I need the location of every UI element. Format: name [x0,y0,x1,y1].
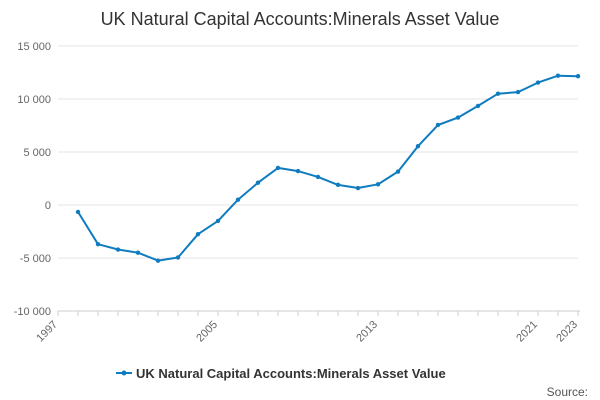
y-tick-label: 15 000 [17,41,51,53]
x-tick-label: 1997 [34,319,60,345]
y-axis: 15 000 10 000 5 000 0 -5 000 -10 000 [14,41,51,318]
data-point[interactable] [175,255,181,260]
data-point[interactable] [535,80,541,85]
data-point[interactable] [135,250,141,255]
legend-marker-icon [121,370,127,376]
data-point[interactable] [75,209,81,215]
data-point[interactable] [375,182,381,187]
data-point[interactable] [435,122,441,128]
x-tick-label: 2013 [354,319,380,345]
legend-label[interactable]: UK Natural Capital Accounts:Minerals Ass… [136,366,446,381]
y-tick-label: 5 000 [23,147,51,159]
y-tick-label: 0 [45,200,51,212]
x-tick-label: 2023 [554,319,580,345]
data-point[interactable] [415,143,421,149]
legend[interactable]: UK Natural Capital Accounts:Minerals Ass… [116,366,446,381]
data-point[interactable] [195,231,201,237]
data-point[interactable] [275,165,281,171]
y-tick-label: 10 000 [17,94,51,106]
plot-area [75,73,581,263]
data-point[interactable] [335,182,341,188]
data-point[interactable] [355,185,361,191]
data-point[interactable] [155,258,161,263]
data-point[interactable] [495,91,501,96]
data-point[interactable] [555,73,561,78]
data-point[interactable] [475,103,481,109]
data-point[interactable] [115,247,121,252]
x-tick-label: 2021 [514,319,540,345]
data-point[interactable] [455,115,461,120]
data-point[interactable] [95,242,101,247]
data-point[interactable] [215,218,221,224]
data-point[interactable] [255,180,261,185]
data-point[interactable] [315,174,321,180]
y-tick-label: -5 000 [20,253,51,265]
source-label: Source: [547,385,588,399]
data-point[interactable] [295,168,301,174]
data-point[interactable] [575,74,581,79]
chart-title: UK Natural Capital Accounts:Minerals Ass… [101,9,500,29]
series-line [77,74,579,262]
data-point[interactable] [515,89,521,95]
y-tick-label: -10 000 [14,306,51,318]
x-tick-label: 2005 [194,319,220,345]
data-point[interactable] [235,197,241,202]
data-point[interactable] [395,169,401,174]
x-axis: 1997 2005 2013 2021 2023 [34,310,580,345]
